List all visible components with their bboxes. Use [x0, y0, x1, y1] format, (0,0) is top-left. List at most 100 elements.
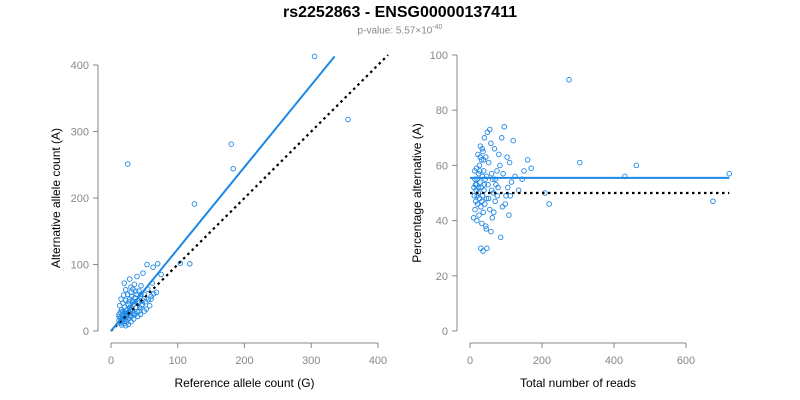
data-point [480, 168, 487, 174]
x-tick-label: 400 [605, 355, 623, 367]
p-value-text: p-value: 5.57×10 [357, 25, 433, 37]
data-point [120, 292, 127, 298]
data-point [146, 302, 153, 309]
data-point [187, 261, 193, 267]
data-point [311, 53, 318, 60]
data-point [480, 157, 487, 163]
data-point [137, 311, 144, 318]
data-point [726, 170, 732, 177]
data-point [504, 154, 510, 160]
data-point [497, 162, 503, 169]
data-point [483, 195, 490, 202]
data-point [154, 261, 161, 267]
data-point [501, 124, 507, 130]
data-point [125, 321, 132, 328]
data-point [471, 193, 478, 199]
data-point [228, 141, 234, 147]
data-point [131, 281, 138, 288]
data-point [482, 201, 488, 207]
p-value-exponent: -40 [432, 24, 443, 31]
y-tick-label: 100 [71, 260, 89, 272]
data-point [150, 291, 157, 297]
data-point [132, 298, 138, 305]
x-tick-label: 400 [369, 355, 387, 367]
reference-line [110, 54, 389, 332]
data-point [345, 116, 351, 123]
data-point [158, 271, 164, 278]
fit-line [110, 55, 336, 332]
data-point [479, 198, 485, 205]
data-point [710, 198, 716, 205]
data-point [546, 201, 552, 207]
data-point [494, 168, 500, 174]
data-point [140, 270, 146, 276]
data-point [476, 212, 482, 218]
data-point [121, 280, 128, 286]
data-point [472, 206, 478, 213]
data-point [566, 77, 572, 83]
data-point [134, 308, 140, 315]
data-point [470, 215, 477, 221]
data-point [478, 184, 484, 191]
data-point [116, 311, 122, 318]
data-point [488, 140, 494, 147]
data-point [499, 204, 506, 210]
data-point [497, 234, 504, 240]
data-point [489, 215, 496, 221]
x-tick-label: 300 [302, 355, 320, 367]
x-tick-label: 600 [677, 355, 695, 367]
data-point [484, 129, 491, 136]
y-tick-label: 0 [83, 326, 89, 338]
data-point [488, 170, 495, 177]
data-point [145, 296, 152, 303]
data-point [521, 168, 527, 174]
x-axis-title: Total number of reads [520, 376, 636, 390]
x-tick-label: 0 [108, 355, 114, 367]
data-point [122, 322, 129, 329]
data-point [473, 181, 480, 188]
data-point [132, 288, 139, 294]
data-point [481, 135, 488, 141]
figure-subtitle: p-value: 5.57×10-40 [0, 24, 800, 36]
data-point [480, 209, 487, 216]
data-point [487, 126, 493, 133]
allele-count-scatter: 0 100 200 300 400 0 100 200 300 400 Reference alle… [49, 53, 389, 390]
data-point [126, 276, 133, 282]
data-point [476, 162, 483, 169]
data-point [134, 273, 140, 280]
data-point [153, 289, 160, 296]
data-point [498, 135, 505, 141]
data-point [477, 179, 483, 185]
data-point [128, 293, 135, 300]
data-point [138, 283, 144, 289]
data-point [143, 306, 150, 312]
data-point [478, 204, 484, 210]
data-point [515, 187, 522, 193]
data-point [476, 168, 483, 174]
data-point [473, 198, 479, 205]
figure-title: rs2252863 - ENSG00000137411 [283, 4, 517, 21]
data-point [494, 193, 501, 199]
data-point [479, 146, 485, 152]
y-tick-label: 20 [436, 271, 448, 283]
data-point [485, 159, 492, 166]
y-tick-label: 200 [71, 193, 89, 205]
data-point [488, 187, 495, 193]
x-tick-label: 0 [467, 355, 473, 367]
data-point [524, 157, 531, 163]
data-point [122, 287, 129, 293]
data-point [506, 159, 513, 166]
x-tick-label: 200 [235, 355, 253, 367]
data-point [144, 261, 150, 268]
data-point [480, 248, 486, 254]
data-point [138, 291, 144, 298]
data-point [491, 146, 498, 152]
data-point [477, 154, 483, 160]
y-tick-label: 400 [71, 60, 89, 72]
data-point [633, 162, 640, 169]
x-tick-label: 100 [169, 355, 187, 367]
data-point [148, 296, 154, 302]
data-point [191, 201, 198, 207]
data-point [479, 220, 485, 227]
